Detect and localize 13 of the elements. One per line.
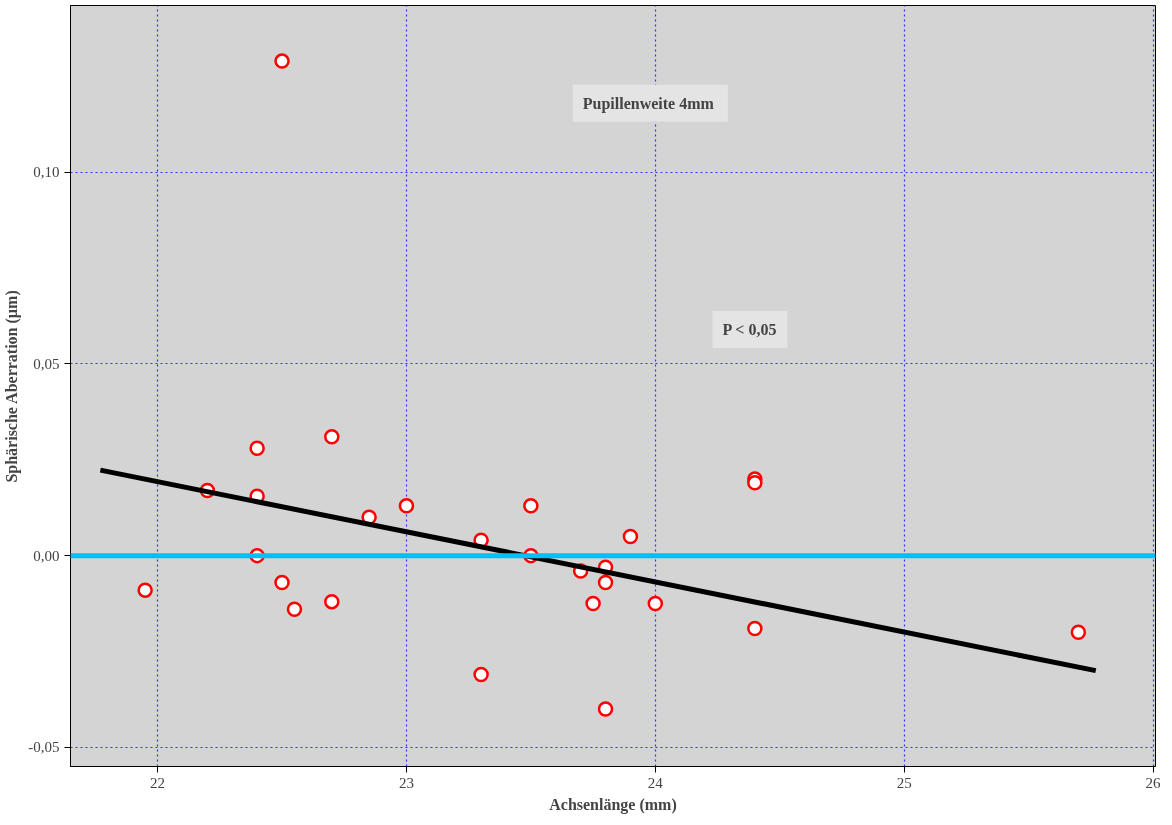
x-tick-label: 26: [1145, 774, 1161, 791]
y-tick-label: -0,05: [28, 739, 60, 756]
y-tick-label: 0,00: [33, 547, 60, 564]
y-axis-title: Sphärische Aberration (µm): [3, 290, 22, 483]
y-tick-label: 0,10: [33, 164, 60, 181]
x-axis-title: Achsenlänge (mm): [549, 795, 677, 814]
annotation: Pupillenweite 4mm: [582, 94, 715, 113]
annotation: P < 0,05: [722, 320, 777, 338]
y-tick-label: 0,05: [33, 355, 60, 372]
x-tick-label: 23: [398, 774, 414, 791]
x-tick-label: 25: [896, 774, 912, 791]
x-tick-label: 22: [150, 774, 166, 791]
x-tick-label: 24: [647, 774, 664, 791]
